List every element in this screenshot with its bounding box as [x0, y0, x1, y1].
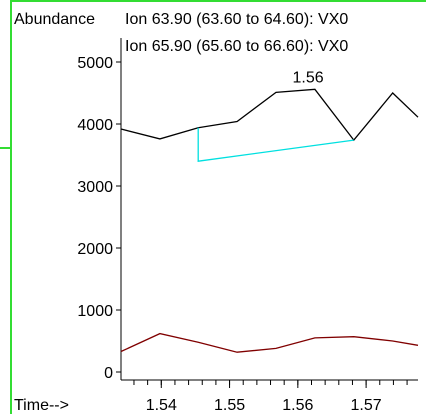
y-tick-label: 0 — [104, 365, 113, 382]
y-tick-label: 2000 — [77, 241, 113, 258]
x-tick-label: 1.54 — [146, 397, 177, 414]
x-tick-label: 1.56 — [282, 397, 313, 414]
series-1-legend: Ion 63.90 (63.60 to 64.60): VX0 — [125, 11, 348, 28]
series-1-line — [120, 88, 419, 142]
series-2-legend: Ion 65.90 (65.60 to 66.60): VX0 — [125, 38, 348, 55]
peak-label: 1.56 — [293, 69, 324, 86]
x-axis-label: Time--> — [14, 397, 69, 414]
y-axis-label: Abundance — [14, 11, 95, 28]
y-tick-label: 5000 — [77, 55, 113, 72]
x-tick-label: 1.57 — [351, 397, 382, 414]
series-2-line — [120, 332, 419, 353]
y-tick-label: 1000 — [77, 303, 113, 320]
y-tick-label: 4000 — [77, 117, 113, 134]
integration-baseline — [197, 127, 354, 162]
x-tick-label: 1.55 — [214, 397, 245, 414]
y-tick-label: 3000 — [77, 179, 113, 196]
